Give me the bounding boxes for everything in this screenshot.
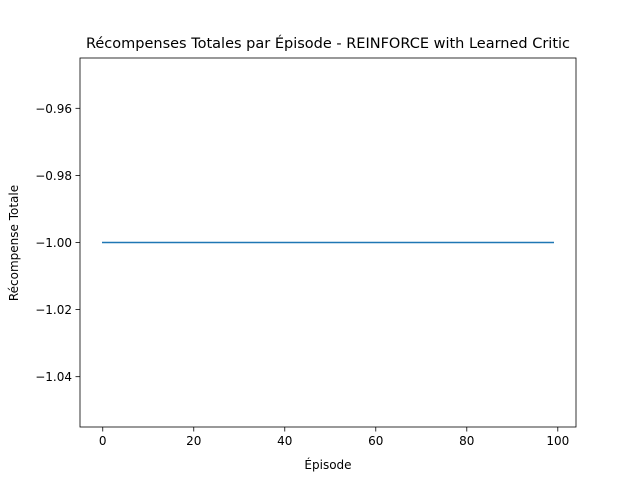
y-tick-label: −0.96 bbox=[35, 102, 72, 116]
x-tick-label: 40 bbox=[277, 434, 292, 448]
x-tick-label: 80 bbox=[459, 434, 474, 448]
x-tick-label: 60 bbox=[368, 434, 383, 448]
y-axis-label: Récompense Totale bbox=[7, 185, 21, 301]
x-axis-label: Épisode bbox=[304, 457, 351, 472]
x-tick-label: 20 bbox=[186, 434, 201, 448]
y-axis: −0.96 −0.98 −1.00 −1.02 −1.04 bbox=[35, 102, 80, 384]
y-tick-label: −1.00 bbox=[35, 236, 72, 250]
y-tick-label: −1.02 bbox=[35, 303, 72, 317]
x-axis: 0 20 40 60 80 100 bbox=[99, 427, 569, 448]
x-tick-label: 0 bbox=[99, 434, 107, 448]
y-tick-label: −0.98 bbox=[35, 169, 72, 183]
y-tick-label: −1.04 bbox=[35, 370, 72, 384]
x-tick-label: 100 bbox=[546, 434, 569, 448]
chart-title: Récompenses Totales par Épisode - REINFO… bbox=[86, 35, 570, 52]
